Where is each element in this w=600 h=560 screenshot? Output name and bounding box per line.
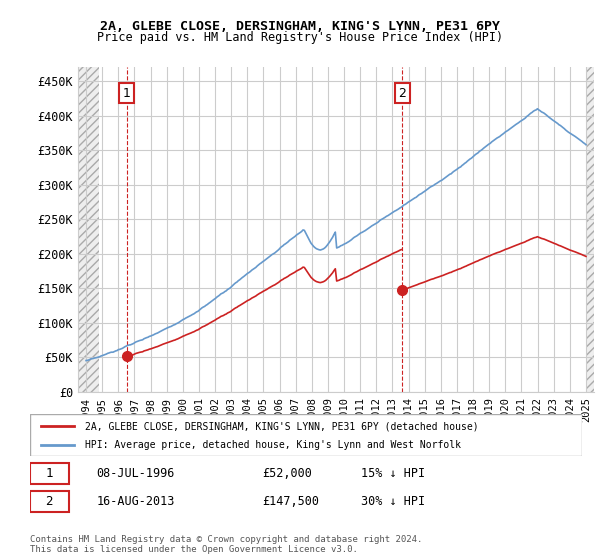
Bar xyxy=(30,491,68,512)
Text: HPI: Average price, detached house, King's Lynn and West Norfolk: HPI: Average price, detached house, King… xyxy=(85,440,461,450)
Text: 2: 2 xyxy=(398,87,406,100)
Bar xyxy=(78,67,99,392)
Text: 2A, GLEBE CLOSE, DERSINGHAM, KING'S LYNN, PE31 6PY (detached house): 2A, GLEBE CLOSE, DERSINGHAM, KING'S LYNN… xyxy=(85,421,479,431)
Text: 08-JUL-1996: 08-JUL-1996 xyxy=(96,467,175,480)
Text: 2A, GLEBE CLOSE, DERSINGHAM, KING'S LYNN, PE31 6PY: 2A, GLEBE CLOSE, DERSINGHAM, KING'S LYNN… xyxy=(100,20,500,32)
Text: Price paid vs. HM Land Registry's House Price Index (HPI): Price paid vs. HM Land Registry's House … xyxy=(97,31,503,44)
Text: 30% ↓ HPI: 30% ↓ HPI xyxy=(361,495,425,508)
Text: £147,500: £147,500 xyxy=(262,495,319,508)
Text: 2: 2 xyxy=(46,495,53,508)
Text: 15% ↓ HPI: 15% ↓ HPI xyxy=(361,467,425,480)
Bar xyxy=(30,463,68,484)
Text: Contains HM Land Registry data © Crown copyright and database right 2024.
This d: Contains HM Land Registry data © Crown c… xyxy=(30,535,422,554)
Bar xyxy=(586,67,594,392)
Text: 16-AUG-2013: 16-AUG-2013 xyxy=(96,495,175,508)
Text: 1: 1 xyxy=(46,467,53,480)
Text: 1: 1 xyxy=(123,87,131,100)
Text: £52,000: £52,000 xyxy=(262,467,312,480)
